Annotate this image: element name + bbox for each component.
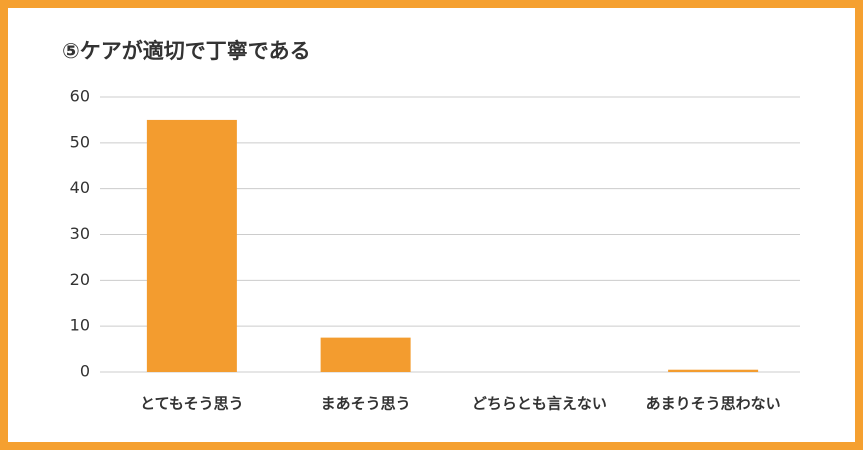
y-tick-label: 20 [70,270,90,289]
y-tick-label: 50 [70,132,90,151]
x-tick-label: どちらとも言えない [472,395,607,413]
bar [320,337,411,372]
x-tick-label: まあそう思う [321,395,411,413]
y-tick-label: 30 [70,224,90,243]
chart-title: ⑤ケアが適切で丁寧である [62,39,311,63]
bar [146,119,237,373]
x-tick-label: とてもそう思う [140,395,244,413]
bar [668,369,759,372]
y-tick-label: 0 [80,362,90,381]
y-tick-label: 40 [70,178,90,197]
y-tick-label: 60 [70,87,90,106]
x-tick-label: あまりそう思わない [646,395,781,413]
y-tick-label: 10 [70,316,90,335]
